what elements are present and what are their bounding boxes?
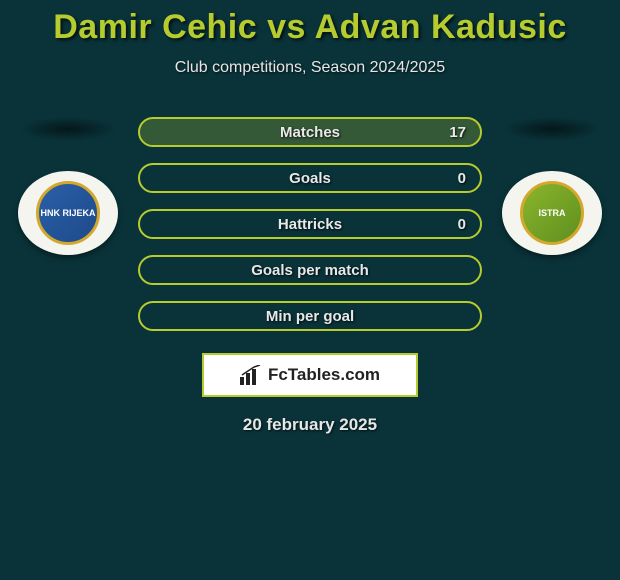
page-title: Damir Cehic vs Advan Kadusic [0, 8, 620, 47]
main-row: HNK RIJEKA Matches17Goals0Hattricks0Goal… [0, 117, 620, 331]
stat-bar-hattricks: Hattricks 0 [138, 209, 482, 239]
stat-label: Matches [280, 124, 340, 141]
stat-value-right: 0 [458, 216, 466, 233]
chart-icon [240, 365, 262, 385]
left-club-crest: HNK RIJEKA [36, 181, 100, 245]
brand-link[interactable]: FcTables.com [202, 353, 418, 397]
stat-bar-matches: Matches 17 [138, 117, 482, 147]
footer: FcTables.com 20 february 2025 [0, 353, 620, 435]
stat-bar-min-per-goal: Min per goal [138, 301, 482, 331]
right-player-column: ISTRA [500, 117, 604, 255]
stat-bar-goals: Goals 0 [138, 163, 482, 193]
stat-bar-goals-per-match: Goals per match [138, 255, 482, 285]
right-club-text: ISTRA [539, 208, 566, 218]
stat-label: Min per goal [266, 308, 354, 325]
right-club-badge[interactable]: ISTRA [502, 171, 602, 255]
date-text: 20 february 2025 [243, 415, 377, 435]
player-shadow-left [18, 117, 118, 141]
left-club-text: HNK RIJEKA [40, 208, 95, 218]
comparison-widget: Damir Cehic vs Advan Kadusic Club compet… [0, 0, 620, 435]
left-player-column: HNK RIJEKA [16, 117, 120, 255]
stat-value-right: 0 [458, 170, 466, 187]
right-club-crest: ISTRA [520, 181, 584, 245]
stat-label: Goals [289, 170, 331, 187]
brand-text: FcTables.com [268, 365, 380, 385]
page-subtitle: Club competitions, Season 2024/2025 [0, 59, 620, 77]
stat-label: Goals per match [251, 262, 369, 279]
left-club-badge[interactable]: HNK RIJEKA [18, 171, 118, 255]
stat-value-right: 17 [449, 124, 466, 141]
stat-label: Hattricks [278, 216, 342, 233]
player-shadow-right [502, 117, 602, 141]
stats-column: Matches 17 Goals 0 Hattricks 0 Goals per match… [138, 117, 482, 331]
